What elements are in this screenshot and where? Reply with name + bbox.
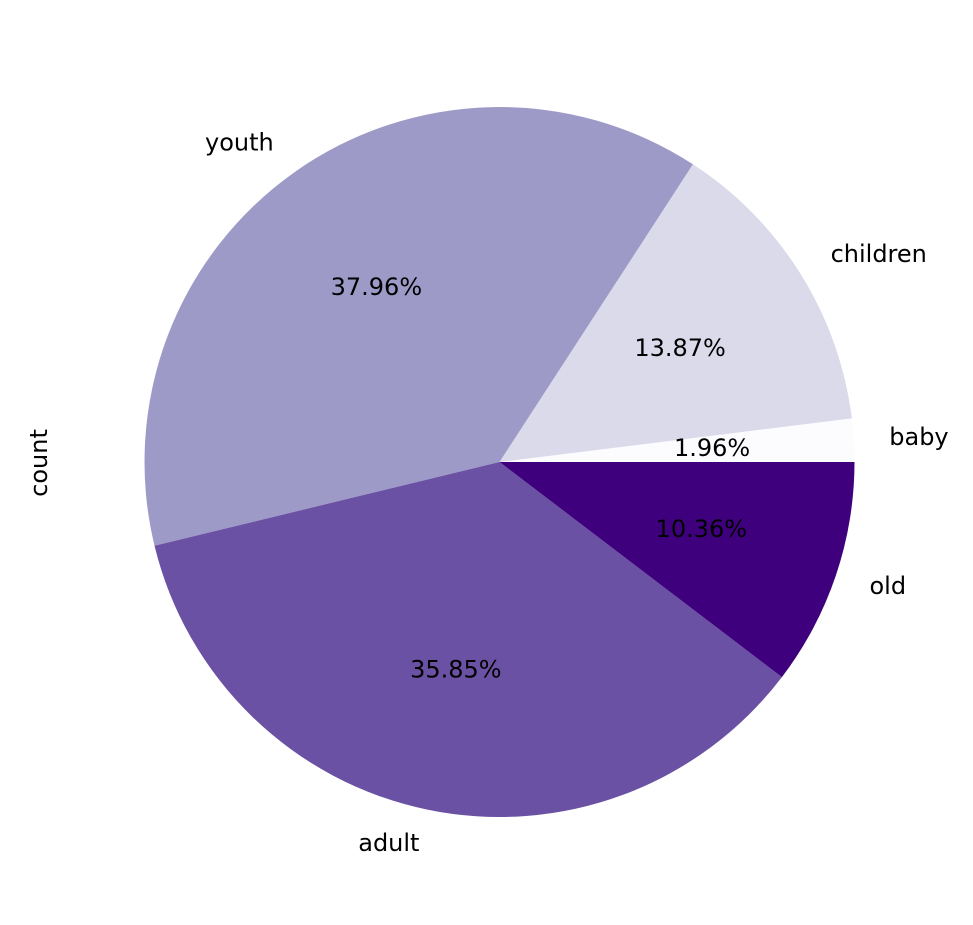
pie-slice-adult (154, 462, 782, 817)
slice-percent-children: 13.87% (634, 334, 726, 362)
slice-percent-baby: 1.96% (674, 434, 750, 462)
pie-slice-baby (499, 418, 855, 462)
slice-percent-youth: 37.96% (331, 273, 423, 301)
slice-label-old: old (869, 572, 906, 600)
pie-slices (144, 107, 855, 817)
pie-slice-children (499, 164, 852, 463)
slice-label-baby: baby (889, 423, 948, 451)
y-axis-label: count (25, 429, 53, 497)
pie-slice-old (499, 462, 855, 678)
pie-slice-youth (144, 107, 693, 546)
slice-label-adult: adult (358, 829, 419, 857)
slice-label-youth: youth (205, 128, 274, 156)
slice-percent-adult: 35.85% (410, 655, 502, 683)
pie-labels: baby 1.96% children 13.87% youth 37.96% adult 3… (205, 128, 949, 857)
slice-percent-old: 10.36% (656, 515, 748, 543)
slice-label-children: children (831, 240, 927, 268)
